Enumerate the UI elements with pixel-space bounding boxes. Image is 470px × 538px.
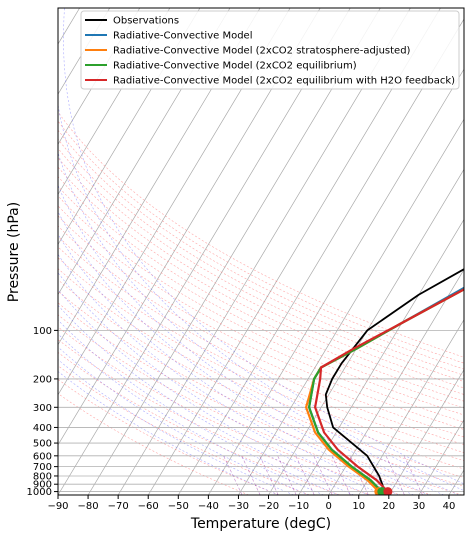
mixing-ratio-line bbox=[294, 454, 315, 495]
legend-entry-label: Radiative-Convective Model (2xCO2 equili… bbox=[113, 76, 455, 87]
legend-entry-label: Radiative-Convective Model bbox=[113, 31, 252, 42]
dry-adiabat-line bbox=[58, 120, 464, 364]
plot-frame bbox=[57, 7, 465, 496]
legend-entry-label: Radiative-Convective Model (2xCO2 equili… bbox=[113, 61, 357, 72]
dry-adiabat-line bbox=[58, 246, 464, 453]
dry-adiabat-line bbox=[58, 393, 249, 495]
series-line bbox=[314, 288, 464, 493]
isotherm-line bbox=[358, 318, 464, 495]
y-tick-label: 300 bbox=[33, 403, 52, 414]
x-tick-label: −90 bbox=[47, 501, 68, 512]
y-tick-label: 200 bbox=[33, 374, 52, 385]
x-tick-label: −10 bbox=[288, 501, 309, 512]
x-tick-label: −40 bbox=[198, 501, 219, 512]
moist-adiabat-line bbox=[58, 346, 309, 495]
mixing-ratio-line bbox=[222, 454, 243, 495]
legend-entry-label: Observations bbox=[113, 16, 179, 27]
moist-adiabat-line bbox=[58, 210, 429, 495]
x-tick-label: −70 bbox=[108, 501, 129, 512]
moist-adiabat-line bbox=[58, 304, 354, 495]
mixing-ratio-line bbox=[312, 454, 333, 495]
moist-adiabat-line bbox=[58, 289, 369, 495]
isotherm-line bbox=[388, 369, 464, 495]
x-tick-label: −50 bbox=[168, 501, 189, 512]
legend-entry-label: Radiative-Convective Model (2xCO2 strato… bbox=[113, 46, 411, 57]
surface-marker bbox=[383, 487, 393, 495]
y-tick-label: 600 bbox=[33, 451, 52, 462]
moist-adiabat-line bbox=[58, 151, 459, 495]
x-tick-label: 0 bbox=[325, 501, 331, 512]
x-axis-ticks: −90 −80 −70 −60 −50 −40 −30 −20 −10 0 10 20 30 40 bbox=[47, 495, 455, 512]
moist-adiabat-line bbox=[58, 272, 384, 495]
moist-adiabat-line bbox=[58, 253, 399, 495]
series-lines bbox=[305, 268, 464, 493]
dry-adiabat-line bbox=[58, 195, 464, 416]
moist-adiabat-line bbox=[58, 371, 279, 495]
y-tick-label: 100 bbox=[33, 326, 52, 337]
surface-markers bbox=[374, 487, 393, 495]
y-tick-label: 500 bbox=[33, 439, 52, 450]
mixing-ratio-line bbox=[240, 454, 261, 495]
dry-adiabat-line bbox=[58, 157, 464, 389]
x-tick-label: 40 bbox=[443, 501, 456, 512]
moist-adiabat-line bbox=[58, 184, 444, 495]
moist-adiabat-line bbox=[58, 102, 464, 491]
x-tick-label: 30 bbox=[413, 501, 426, 512]
y-tick-label: 900 bbox=[33, 480, 52, 491]
mixing-ratio-line bbox=[331, 454, 351, 495]
isotherm-line bbox=[58, 8, 111, 95]
dry-adiabat-line bbox=[58, 111, 464, 358]
x-tick-label: −60 bbox=[138, 501, 159, 512]
x-tick-label: 10 bbox=[352, 501, 365, 512]
dry-adiabat-line bbox=[58, 176, 464, 402]
mixing-ratio-line bbox=[276, 454, 297, 495]
moist-adiabat-line bbox=[63, 8, 464, 485]
dry-adiabat-line bbox=[58, 235, 464, 446]
x-tick-label: −20 bbox=[258, 501, 279, 512]
moist-adiabat-line bbox=[58, 333, 324, 495]
x-tick-label: −80 bbox=[78, 501, 99, 512]
y-tick-label: 700 bbox=[33, 462, 52, 473]
legend-box bbox=[80, 10, 460, 90]
y-tick-label: 800 bbox=[33, 471, 52, 482]
x-tick-label: 20 bbox=[382, 501, 395, 512]
moist-adiabat-line bbox=[58, 233, 414, 495]
dry-adiabat-line bbox=[58, 225, 464, 438]
dry-adiabat-line bbox=[58, 215, 464, 430]
moist-adiabat-line bbox=[58, 319, 339, 495]
series-line bbox=[324, 268, 464, 492]
y-axis-title: Pressure (hPa) bbox=[6, 202, 22, 302]
isotherm-line bbox=[238, 118, 464, 495]
isotherm-line bbox=[298, 218, 464, 495]
x-tick-label: −30 bbox=[228, 501, 249, 512]
legend: Observations Radiative-Convective Model Ra… bbox=[80, 10, 460, 90]
y-tick-label: 1000 bbox=[27, 487, 52, 498]
dry-adiabat-line bbox=[58, 138, 464, 376]
x-axis-title: Temperature (degC) bbox=[190, 516, 331, 532]
dry-adiabat-line bbox=[58, 205, 464, 423]
mixing-ratio-line bbox=[258, 454, 279, 495]
mixing-ratio-line bbox=[385, 454, 405, 495]
mixing-ratio-line bbox=[403, 454, 423, 495]
y-tick-label: 400 bbox=[33, 423, 52, 434]
pressure-gridlines bbox=[58, 329, 464, 492]
moist-adiabat-line bbox=[58, 359, 294, 495]
isotherm-line bbox=[328, 268, 464, 495]
